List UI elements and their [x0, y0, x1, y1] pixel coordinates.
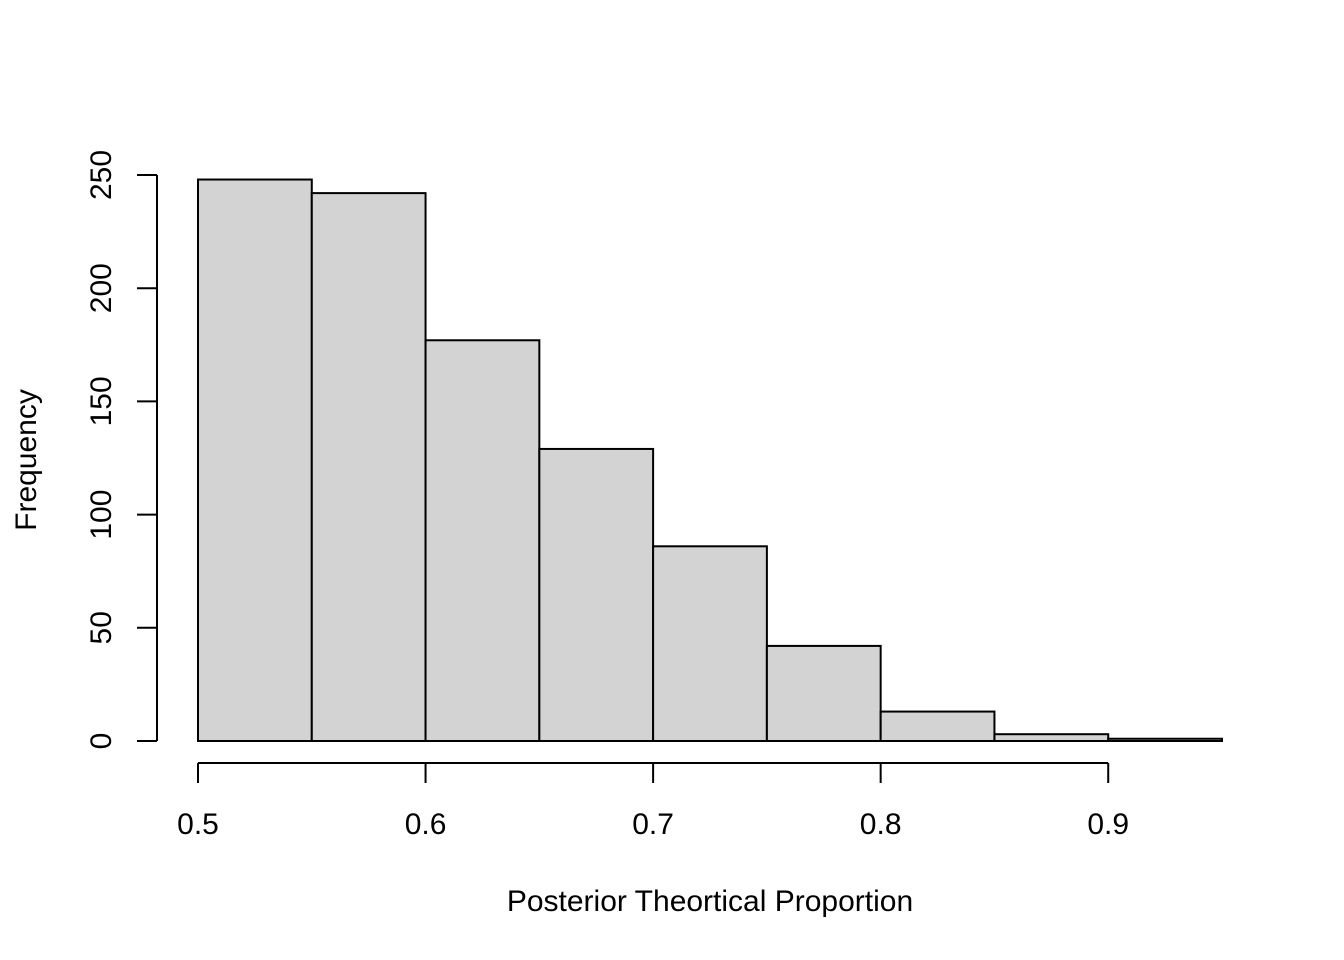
histogram-bar	[1107, 737, 1223, 743]
y-tick-label: 250	[85, 150, 118, 200]
y-axis: 0 50 100 150 200 250	[85, 150, 158, 750]
histogram-bar	[424, 339, 541, 742]
bars-group	[197, 178, 1223, 743]
histogram-bar	[993, 733, 1110, 743]
histogram-bar	[197, 178, 313, 742]
histogram-bar	[538, 447, 655, 742]
x-tick-label: 0.5	[177, 808, 219, 841]
y-tick-label: 0	[85, 733, 118, 750]
histogram-bar	[879, 710, 996, 742]
histogram-bar	[652, 545, 768, 743]
histogram-bar	[310, 192, 427, 742]
y-tick-label: 50	[85, 611, 118, 644]
x-axis: 0.5 0.6 0.7 0.8 0.9	[177, 762, 1129, 841]
x-tick-label: 0.7	[632, 808, 674, 841]
x-axis-title: Posterior Theortical Proportion	[507, 885, 913, 918]
y-tick-label: 200	[85, 263, 118, 313]
y-axis-title: Frequency	[10, 389, 43, 531]
histogram-bar	[765, 644, 882, 742]
y-tick-label: 150	[85, 376, 118, 426]
x-tick-label: 0.9	[1087, 808, 1129, 841]
x-tick-label: 0.6	[405, 808, 447, 841]
x-tick-label: 0.8	[860, 808, 902, 841]
y-tick-label: 100	[85, 490, 118, 540]
